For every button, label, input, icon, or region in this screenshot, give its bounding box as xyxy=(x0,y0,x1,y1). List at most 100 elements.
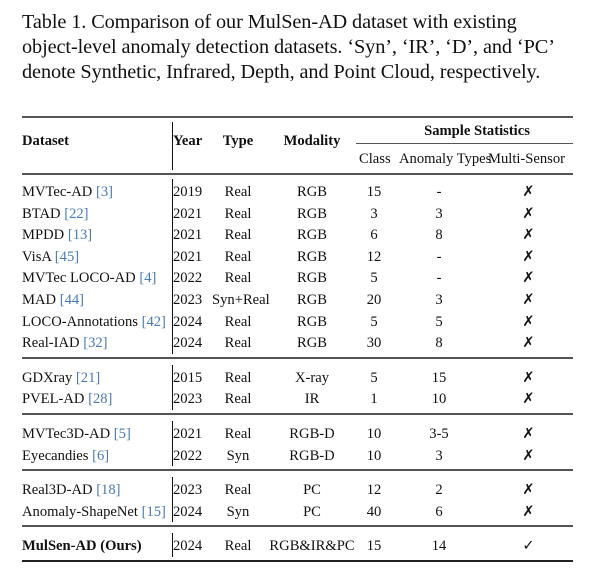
dataset-label: GDXray xyxy=(22,369,73,386)
column-divider xyxy=(172,533,173,557)
anomaly-types-cell: 10 xyxy=(431,391,447,408)
citation-link[interactable]: [6] xyxy=(92,447,110,464)
group-separator-rule xyxy=(22,469,573,472)
dataset-name: VisA [45] xyxy=(22,248,79,266)
dataset-name: MVTec LOCO-AD [4] xyxy=(22,269,156,287)
multi-sensor-cell: ✗ xyxy=(522,292,535,308)
year-cell: 2021 xyxy=(173,248,203,265)
caption-line: Table 1. Comparison of our MulSen-AD dat… xyxy=(22,11,517,33)
citation-link[interactable]: [45] xyxy=(54,248,80,265)
citation-link[interactable]: [21] xyxy=(75,369,101,386)
group-rule xyxy=(356,143,573,144)
header-type: Type xyxy=(222,133,254,149)
group-separator-rule xyxy=(22,356,573,359)
citation-link[interactable]: [15] xyxy=(141,503,166,520)
modality-cell: PC xyxy=(303,503,321,520)
class-cell: 5 xyxy=(370,369,378,386)
column-divider xyxy=(172,364,173,410)
year-cell: 2024 xyxy=(173,313,203,330)
dataset-label: LOCO-Annotations xyxy=(22,313,138,330)
header-rule xyxy=(22,173,573,175)
header-class: Class xyxy=(359,151,391,167)
type-cell: Real xyxy=(224,270,252,287)
class-cell: 12 xyxy=(366,482,382,499)
year-cell: 2024 xyxy=(173,335,203,352)
group-separator-rule xyxy=(22,525,573,528)
dataset-name: BTAD [22] xyxy=(22,205,89,223)
dataset-label: Real3D-AD xyxy=(22,482,93,499)
dataset-label: MVTec-AD xyxy=(22,184,93,200)
citation-link[interactable]: [13] xyxy=(67,227,93,244)
type-cell: Real xyxy=(224,426,252,442)
dataset-label: MVTec LOCO-AD xyxy=(22,270,136,287)
year-cell: 2022 xyxy=(173,270,203,287)
class-cell: 20 xyxy=(366,292,382,308)
anomaly-types-cell: 3 xyxy=(435,447,443,464)
year-cell: 2023 xyxy=(173,482,203,499)
type-cell: Real xyxy=(224,227,252,244)
dataset-name: GDXray [21] xyxy=(22,369,100,387)
class-cell: 1 xyxy=(370,391,378,408)
year-cell: 2022 xyxy=(173,447,203,464)
dataset-name: LOCO-Annotations [42] xyxy=(22,313,166,331)
year-cell: 2015 xyxy=(173,369,203,386)
citation-link[interactable]: [4] xyxy=(139,270,157,287)
type-cell: Real xyxy=(224,482,252,499)
citation-link[interactable]: [18] xyxy=(96,482,121,499)
table-caption: Table 1. Comparison of our MulSen-AD dat… xyxy=(22,10,582,85)
multi-sensor-cell: ✗ xyxy=(522,503,535,520)
citation-link[interactable]: [32] xyxy=(83,335,108,352)
class-cell: 5 xyxy=(370,270,378,287)
type-cell: Real xyxy=(224,391,252,408)
type-cell: Real xyxy=(224,369,252,386)
type-cell: Real xyxy=(224,538,252,555)
header-dataset: Dataset xyxy=(22,133,70,149)
header-sample-statistics: Sample Statistics xyxy=(424,123,530,139)
modality-cell: RGB xyxy=(296,184,327,200)
dataset-label: MVTec3D-AD xyxy=(22,426,111,442)
class-cell: 15 xyxy=(366,184,382,200)
dataset-name: Anomaly-ShapeNet [15] xyxy=(22,503,166,521)
bottom-rule xyxy=(22,560,573,562)
anomaly-types-cell: - xyxy=(436,270,442,287)
year-cell: 2023 xyxy=(173,391,203,408)
citation-link[interactable]: [22] xyxy=(64,205,89,222)
header-modality: Modality xyxy=(283,133,341,149)
citation-link[interactable]: [5] xyxy=(113,426,131,442)
dataset-label: VisA xyxy=(22,248,52,265)
multi-sensor-cell: ✓ xyxy=(522,538,535,555)
citation-link[interactable]: [42] xyxy=(141,313,166,330)
citation-link[interactable]: [44] xyxy=(59,292,85,308)
dataset-name: Eyecandies [6] xyxy=(22,447,109,465)
top-rule xyxy=(22,116,573,118)
dataset-name: PVEL-AD [28] xyxy=(22,390,112,408)
header-year: Year xyxy=(173,133,203,149)
citation-link[interactable]: [3] xyxy=(95,184,113,200)
anomaly-types-cell: 3 xyxy=(435,292,443,308)
modality-cell: X-ray xyxy=(294,369,330,386)
caption-line: object-level anomaly detection datasets.… xyxy=(22,36,555,58)
modality-cell: RGB xyxy=(296,292,327,308)
class-cell: 10 xyxy=(366,426,382,442)
anomaly-types-cell: 3-5 xyxy=(429,426,449,442)
dataset-label: PVEL-AD xyxy=(22,391,85,408)
dataset-name: MVTec3D-AD [5] xyxy=(22,425,131,443)
multi-sensor-cell: ✗ xyxy=(522,248,535,265)
class-cell: 12 xyxy=(366,248,382,265)
anomaly-types-cell: - xyxy=(436,248,442,265)
dataset-label: BTAD xyxy=(22,205,61,222)
multi-sensor-cell: ✗ xyxy=(522,313,535,330)
class-cell: 30 xyxy=(366,335,382,352)
dataset-label: Real-IAD xyxy=(22,335,80,352)
modality-cell: RGB xyxy=(296,205,327,222)
year-cell: 2021 xyxy=(173,205,203,222)
dataset-name: MPDD [13] xyxy=(22,226,92,244)
dataset-label: MulSen-AD (Ours) xyxy=(22,538,142,555)
year-cell: 2024 xyxy=(173,538,203,555)
citation-link[interactable]: [28] xyxy=(88,391,113,408)
anomaly-types-cell: 14 xyxy=(431,538,447,555)
multi-sensor-cell: ✗ xyxy=(522,335,535,352)
modality-cell: RGB xyxy=(296,248,327,265)
multi-sensor-cell: ✗ xyxy=(522,391,535,408)
caption-line: denote Synthetic, Infrared, Depth, and P… xyxy=(22,61,541,83)
